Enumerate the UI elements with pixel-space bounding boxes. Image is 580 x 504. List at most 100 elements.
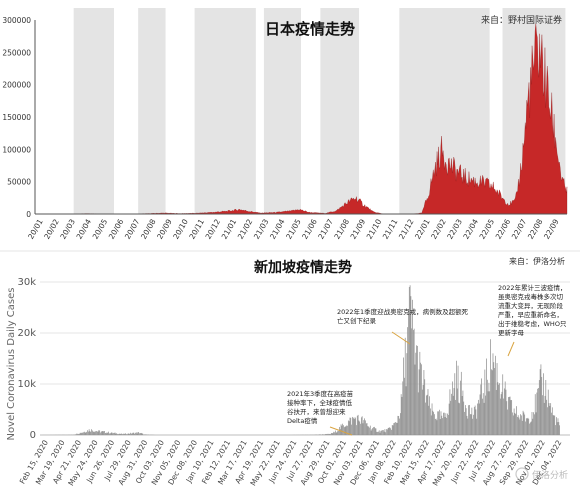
daily-case-bar — [454, 388, 455, 435]
daily-case-bar — [524, 415, 525, 435]
daily-case-bar — [120, 434, 121, 435]
y-tick-label: 100000 — [2, 145, 31, 154]
daily-case-bar — [97, 432, 98, 435]
daily-case-bar — [442, 418, 443, 435]
daily-case-bar — [381, 431, 382, 435]
daily-case-bar — [324, 434, 325, 435]
daily-case-bar — [400, 413, 401, 435]
daily-case-bar — [450, 389, 451, 435]
daily-case-bar — [394, 423, 395, 435]
shaded-band — [320, 8, 359, 214]
daily-case-bar — [359, 421, 360, 435]
daily-case-bar — [500, 399, 501, 435]
daily-case-bar — [495, 356, 496, 435]
daily-case-bar — [462, 396, 463, 435]
daily-case-bar — [525, 422, 526, 435]
daily-case-bar — [101, 432, 102, 435]
svg-text:谷扶开，来曾想迎来: 谷扶开，来曾想迎来 — [287, 407, 346, 416]
daily-case-bar — [540, 369, 541, 435]
daily-case-bar — [499, 383, 500, 435]
daily-case-bar — [481, 378, 482, 435]
daily-case-bar — [348, 420, 349, 435]
daily-case-bar — [359, 422, 360, 435]
daily-case-bar — [388, 428, 389, 435]
daily-case-bar — [77, 434, 78, 435]
daily-case-bar — [482, 399, 483, 435]
daily-case-bar — [476, 419, 477, 435]
daily-case-bar — [430, 408, 431, 435]
svg-text:出于维稳考虑，WHO只: 出于维稳考虑，WHO只 — [498, 319, 567, 328]
daily-case-bar — [77, 433, 78, 435]
shaded-band — [195, 8, 256, 214]
daily-case-bar — [418, 392, 419, 435]
daily-case-bar — [507, 410, 508, 435]
annotation-omicron-q1: 2022年1季度迎战奥密克戎，病例数及超额死 亡又创下纪录 — [337, 307, 469, 344]
daily-case-bar — [126, 434, 127, 435]
daily-case-bar — [143, 435, 144, 436]
chart-title: 新加坡疫情走势 — [254, 259, 352, 276]
daily-case-bar — [441, 411, 442, 435]
daily-case-bar — [129, 434, 130, 435]
daily-case-bar — [345, 427, 346, 435]
daily-case-bar — [497, 382, 498, 435]
daily-case-bar — [437, 420, 438, 435]
daily-case-bar — [86, 432, 87, 435]
daily-case-bar — [342, 424, 343, 435]
daily-case-bar — [429, 396, 430, 435]
daily-case-bar — [557, 422, 558, 435]
daily-case-bar — [93, 432, 94, 435]
daily-case-bar — [446, 418, 447, 435]
daily-case-bar — [498, 385, 499, 435]
daily-case-bar — [521, 415, 522, 435]
daily-case-bar — [100, 433, 101, 435]
daily-case-bar — [375, 428, 376, 435]
daily-case-bar — [374, 427, 375, 435]
daily-case-bar — [353, 418, 354, 435]
daily-case-bar — [344, 427, 345, 435]
source-label: 来自：野村国际证券 — [481, 14, 562, 26]
daily-case-bar — [443, 413, 444, 435]
daily-case-bar — [449, 404, 450, 435]
daily-case-bar — [426, 396, 427, 435]
daily-case-bar — [450, 401, 451, 435]
daily-case-bar — [350, 418, 351, 435]
daily-case-bar — [555, 425, 556, 435]
daily-case-bar — [338, 431, 339, 435]
y-tick-label: 200000 — [2, 81, 31, 90]
daily-case-bar — [330, 434, 331, 435]
daily-case-bar — [86, 433, 87, 435]
daily-case-bar — [356, 425, 357, 435]
daily-case-bar — [519, 420, 520, 435]
daily-case-bar — [117, 434, 118, 435]
daily-case-bar — [421, 364, 422, 435]
daily-case-bar — [370, 426, 371, 435]
svg-text:2022年累计三波疫情，: 2022年累计三波疫情， — [498, 283, 567, 292]
daily-case-bar — [440, 419, 441, 435]
daily-case-bar — [553, 415, 554, 435]
daily-case-bar — [413, 330, 414, 435]
daily-case-bar — [355, 418, 356, 435]
daily-case-bar — [102, 431, 103, 435]
daily-case-bar — [534, 414, 535, 435]
daily-case-bar — [145, 434, 146, 435]
daily-case-bar — [322, 434, 323, 435]
daily-case-bar — [142, 434, 143, 435]
daily-case-bar — [146, 434, 147, 435]
daily-case-bar — [503, 399, 504, 435]
daily-case-bar — [104, 431, 105, 435]
daily-case-bar — [444, 413, 445, 435]
daily-case-bar — [428, 389, 429, 435]
daily-case-bar — [320, 434, 321, 435]
daily-case-bar — [519, 418, 520, 435]
daily-case-bar — [445, 413, 446, 435]
daily-case-bar — [463, 402, 464, 435]
daily-case-bar — [116, 434, 117, 435]
daily-case-bar — [393, 425, 394, 435]
daily-case-bar — [343, 425, 344, 435]
daily-case-bar — [84, 432, 85, 435]
daily-case-bar — [412, 300, 413, 435]
daily-case-bar — [362, 416, 363, 435]
daily-case-bar — [384, 432, 385, 435]
daily-case-bar — [88, 432, 89, 435]
